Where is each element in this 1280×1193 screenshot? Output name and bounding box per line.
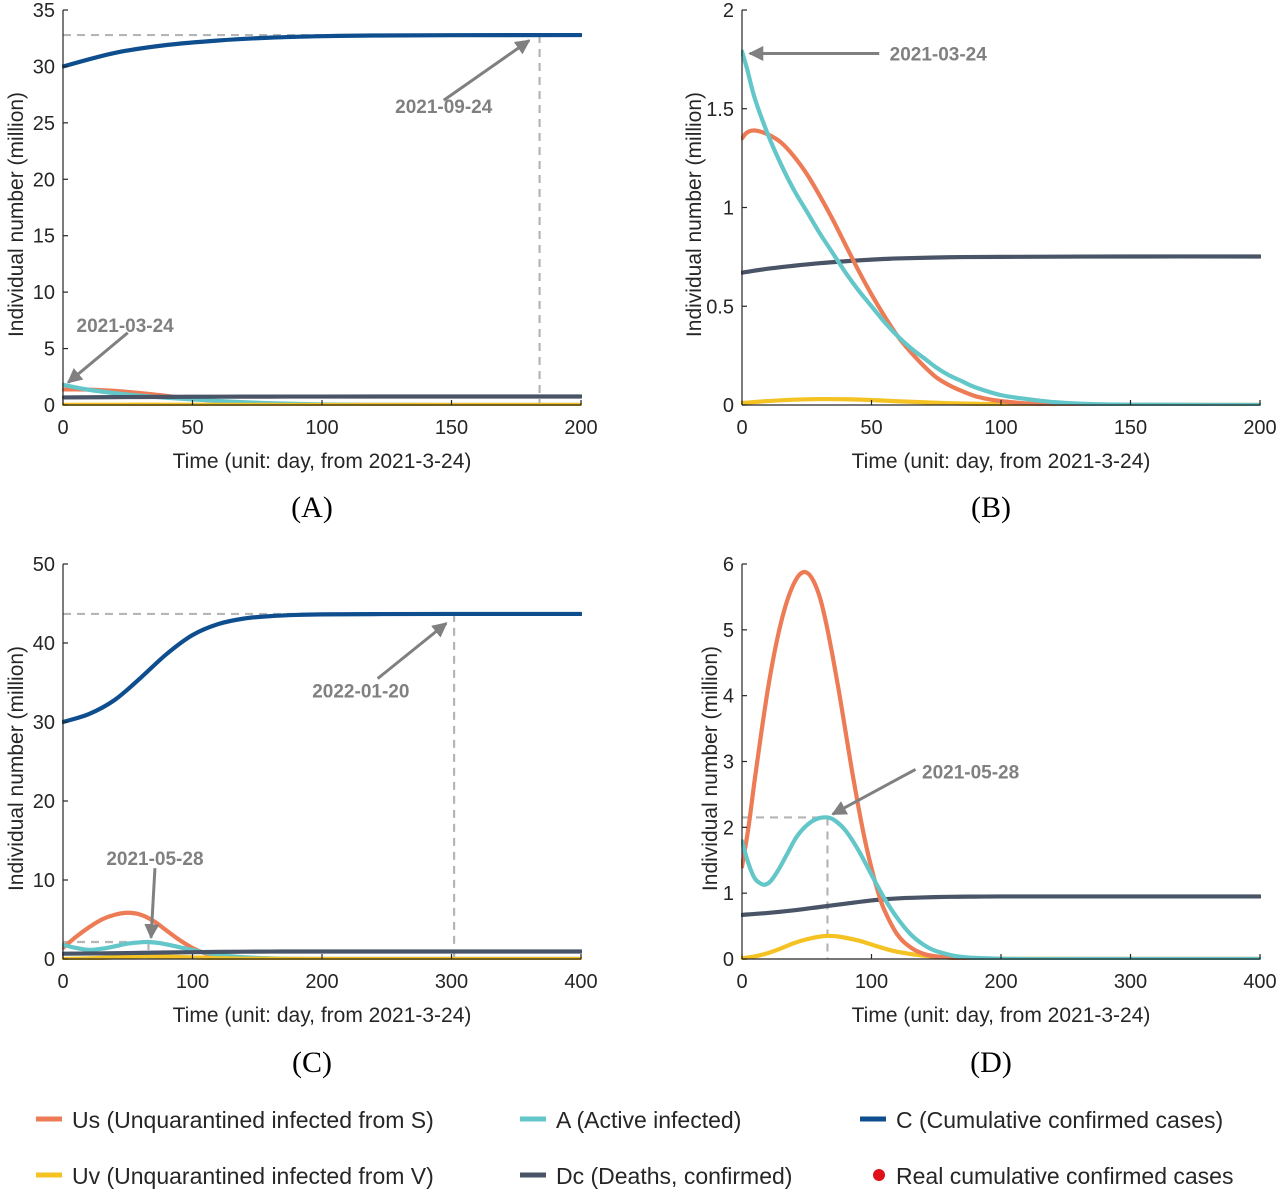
panel-c-x-tick-label: 100 [176,971,209,993]
panel-c-y-tick-label: 30 [33,712,55,734]
panel-a-y-tick-label: 30 [33,56,55,78]
panel-d-y-tick-label: 5 [723,620,734,642]
panel-c-x-axis-label: Time (unit: day, from 2021-3-24) [173,1004,472,1027]
panel-a: 0 50 100 150 200 0 5 10 15 20 25 30 35 Time (unit: da… [5,0,598,524]
panel-d-annotation-label-0: 2021-05-28 [922,762,1019,783]
panel-d-label: (D) [970,1046,1012,1079]
panel-b-series-us [741,128,1261,406]
panel-d-y-tick-label: 2 [723,817,734,839]
panel-c-y-tick-label: 40 [33,633,55,655]
panel-a-y-axis-label: Individual number (million) [5,92,28,337]
panel-a-x-axis-label: Time (unit: day, from 2021-3-24) [173,450,472,473]
panel-b-y-tick-label: 1.5 [706,99,734,121]
panel-c-x-tick-label: 200 [305,971,338,993]
legend-item-2: C (Cumulative confirmed cases) [860,1107,1223,1133]
panel-a-y-tick-label: 25 [33,113,55,135]
panel-a-y-tick-label: 10 [33,282,55,304]
panel-a-annotation-label-1: 2021-03-24 [77,316,175,337]
panel-d-annotation-arrow-0 [831,768,917,816]
panel-d: 0 100 200 300 400 0 1 2 3 4 5 6 Time (unit: day, fro… [699,554,1277,1079]
panel-a-y-tick-label: 20 [33,169,55,191]
panel-a-x-tick-label: 200 [564,417,597,439]
panel-b-y-axis-label: Individual number (million) [683,92,706,337]
legend-item-4: Dc (Deaths, confirmed) [520,1163,792,1189]
panel-d-x-tick-label: 0 [736,971,747,993]
legend-label: C (Cumulative confirmed cases) [896,1107,1223,1133]
panel-b-y-tick-label: 1 [723,198,734,220]
panel-d-y-tick-label: 3 [723,752,734,774]
panel-b-y-tick-label: 0 [723,395,734,417]
panel-a-x-tick-label: 150 [435,417,468,439]
panel-b-y-tick-label: 2 [723,0,734,22]
panel-b-x-tick-label: 100 [984,417,1017,439]
panel-c-label: (C) [292,1046,332,1079]
legend: Us (Unquarantined infected from S) A (Act… [36,1107,1233,1189]
panel-b-x-tick-label: 200 [1243,417,1276,439]
panel-c-annotation-label-1: 2021-05-28 [106,849,203,870]
panel-c-x-tick-label: 300 [435,971,468,993]
legend-label: Real cumulative confirmed cases [896,1163,1233,1189]
panel-a-x-tick-label: 50 [181,417,203,439]
legend-swatch-real-cases [873,1169,885,1181]
legend-item-3: Uv (Unquarantined infected from V) [36,1163,434,1189]
panel-c-annotation-arrow-1 [144,868,160,940]
panel-b-series-dc [741,254,1261,275]
panel-c-y-tick-label: 50 [33,554,55,576]
panel-d-x-tick-label: 400 [1243,971,1276,993]
panel-c-x-tick-label: 400 [564,971,597,993]
panel-a-series-c [62,32,582,69]
panel-d-x-tick-label: 200 [984,971,1017,993]
legend-label: Us (Unquarantined infected from S) [72,1107,434,1133]
panel-c-y-tick-label: 0 [44,949,55,971]
panel-a-annotation-arrow-1 [67,331,129,384]
panel-b: 0 50 100 150 200 0 0.5 1 1.5 2 Time (unit: day, fr… [683,0,1277,524]
panel-b-x-tick-label: 0 [736,417,747,439]
panel-b-label: (B) [971,491,1011,524]
legend-label: Uv (Unquarantined infected from V) [72,1163,434,1189]
panel-c-x-tick-label: 0 [57,971,68,993]
panel-d-y-tick-label: 6 [723,554,734,576]
panel-a-label: (A) [291,491,333,524]
panel-b-x-tick-label: 50 [860,417,882,439]
panel-c: 0 100 200 300 400 0 10 20 30 40 50 Time (unit: day,… [5,554,598,1079]
panel-a-x-tick-label: 100 [305,417,338,439]
legend-label: Dc (Deaths, confirmed) [556,1163,792,1189]
panel-a-y-tick-label: 35 [33,0,55,22]
panel-b-x-tick-label: 150 [1114,417,1147,439]
legend-item-1: A (Active infected) [520,1107,741,1133]
panel-d-series-a [741,815,1261,960]
panel-a-y-tick-label: 0 [44,395,55,417]
panel-b-y-tick-label: 0.5 [706,296,734,318]
legend-item-0: Us (Unquarantined infected from S) [36,1107,434,1133]
panel-b-series-a [741,49,1261,406]
panel-d-y-tick-label: 0 [723,949,734,971]
panel-c-series-c [62,611,582,725]
panel-d-series-us [741,569,1261,960]
panel-a-y-tick-label: 5 [44,339,55,361]
panel-a-annotation-label-0: 2021-09-24 [395,97,493,118]
panel-c-y-tick-label: 20 [33,791,55,813]
panel-a-series-dc [62,394,582,400]
panel-c-y-axis-label: Individual number (million) [5,646,28,891]
legend-item-5: Real cumulative confirmed cases [873,1163,1233,1189]
panel-c-series-dc [62,949,582,956]
panel-d-x-tick-label: 300 [1114,971,1147,993]
panel-c-annotation-label-0: 2022-01-20 [312,681,409,702]
panel-d-y-tick-label: 1 [723,883,734,905]
panel-d-series-dc [741,894,1261,917]
panel-c-annotation-arrow-0 [376,622,448,680]
panel-b-x-axis-label: Time (unit: day, from 2021-3-24) [852,450,1151,473]
panel-d-x-tick-label: 100 [855,971,888,993]
legend-label: A (Active infected) [556,1107,741,1133]
panel-d-x-axis-label: Time (unit: day, from 2021-3-24) [852,1004,1151,1027]
panel-b-annotation-label-0: 2021-03-24 [890,44,988,65]
panel-a-x-tick-label: 0 [57,417,68,439]
panel-a-y-tick-label: 15 [33,226,55,248]
panel-a-annotation-arrow-0 [442,39,531,102]
panel-d-y-tick-label: 4 [723,686,734,708]
panel-c-y-tick-label: 10 [33,870,55,892]
panel-d-y-axis-label: Individual number (million) [699,646,722,891]
